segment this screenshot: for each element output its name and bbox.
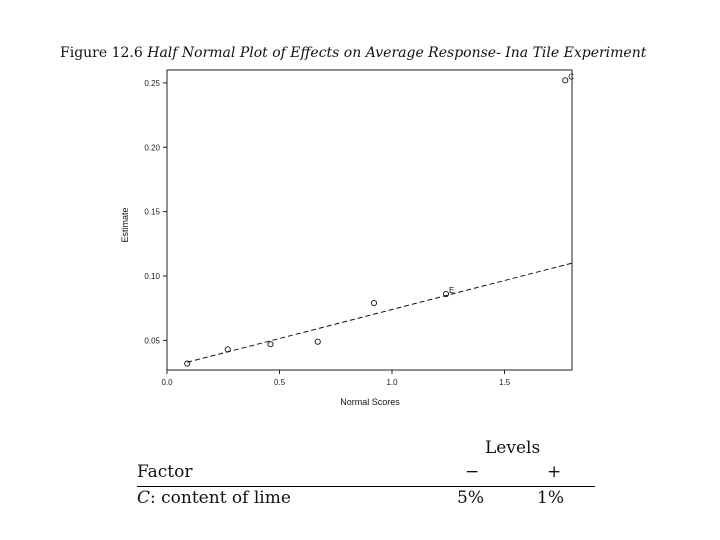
x-axis-label: Normal Scores: [340, 397, 400, 407]
y-tick-label-0: 0.05: [144, 336, 160, 345]
data-point-6: [562, 77, 569, 84]
data-points: EC: [184, 72, 574, 367]
y-axis-ticks: 0.05 0.10 0.15 0.20 0.25: [144, 79, 167, 345]
factor-description: : content of lime: [150, 488, 291, 508]
table-row: C: content of lime 5% 1%: [137, 488, 595, 512]
y-tick-label-1: 0.10: [144, 272, 160, 281]
y-tick-label-4: 0.25: [144, 79, 160, 88]
minus-column-header: −: [465, 462, 480, 482]
reference-line: [187, 262, 573, 363]
levels-header-row: Levels: [137, 438, 595, 462]
x-tick-label-1: 0.5: [274, 378, 286, 387]
data-point-0: [184, 360, 191, 367]
plot-frame: [166, 69, 573, 371]
y-axis-label: Estimate: [120, 207, 130, 242]
data-point-5: [442, 290, 450, 298]
factor-letter: C: [137, 488, 151, 508]
data-point-label-5: E: [449, 286, 454, 295]
column-header-row: Factor − +: [137, 462, 595, 486]
factor-column-header: Factor: [137, 462, 193, 482]
y-tick-label-3: 0.20: [144, 143, 160, 152]
figure-caption: Half Normal Plot of Effects on Average R…: [147, 45, 647, 61]
x-tick-label-2: 1.0: [386, 378, 398, 387]
data-point-2: [267, 341, 274, 348]
table-rule: [137, 486, 595, 487]
y-tick-label-2: 0.15: [144, 208, 160, 217]
levels-header: Levels: [485, 438, 541, 458]
data-point-4: [370, 299, 378, 307]
factor-cell: C: content of lime: [137, 488, 291, 508]
figure-number: Figure 12.6: [60, 45, 143, 61]
data-point-label-6: C: [568, 72, 574, 81]
x-tick-label-0: 0.0: [161, 378, 173, 387]
data-point-1: [224, 346, 231, 353]
minus-level-value: 5%: [457, 488, 484, 508]
x-axis-ticks: 0.0 0.5 1.0 1.5: [161, 370, 511, 387]
x-tick-label-3: 1.5: [499, 378, 511, 387]
figure-title: Figure 12.6 Half Normal Plot of Effects …: [60, 45, 646, 61]
data-point-3: [314, 338, 321, 345]
plus-level-value: 1%: [537, 488, 564, 508]
plus-column-header: +: [547, 462, 562, 482]
